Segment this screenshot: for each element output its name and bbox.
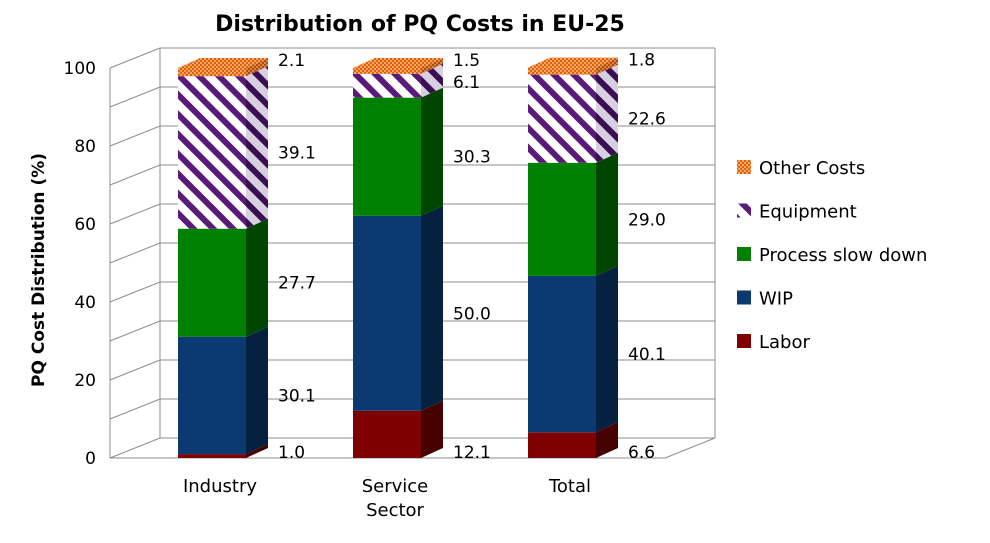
data-label: 22.6 xyxy=(628,110,666,130)
y-tick-label: 0 xyxy=(85,449,96,469)
legend-swatch xyxy=(737,203,751,218)
bar-front xyxy=(528,432,596,458)
y-tick-label: 40 xyxy=(74,293,96,313)
bar-front xyxy=(178,228,246,337)
bar-front xyxy=(353,73,421,98)
data-label: 30.1 xyxy=(278,386,316,406)
bar-segment-equipment xyxy=(178,66,268,229)
bar-front xyxy=(353,215,421,411)
bar-segment-other-costs xyxy=(528,57,618,75)
legend-swatch xyxy=(737,290,751,305)
y-tick-label: 20 xyxy=(74,371,96,391)
floor-edge xyxy=(110,437,716,459)
legend-swatch xyxy=(737,160,751,174)
bar-top-cap xyxy=(528,57,618,68)
bar-segment-process-slow-down xyxy=(528,152,618,276)
bar-side xyxy=(421,87,443,216)
x-axis-categories: Industry Service Sector Total xyxy=(183,476,591,521)
data-label: 1.0 xyxy=(278,443,305,463)
bar-segment-labor xyxy=(528,422,618,458)
bar-side xyxy=(246,66,268,229)
bar-segment-other-costs xyxy=(353,58,443,74)
data-labels: 1.0 30.1 27.7 39.1 2.1 12.1 50.0 30.3 6.11.5 6.6 4… xyxy=(278,51,666,463)
bar-side xyxy=(246,58,268,77)
bar-top-cap xyxy=(178,58,268,68)
legend-swatch xyxy=(737,247,751,261)
bar-side xyxy=(246,326,268,455)
data-label: 30.3 xyxy=(453,148,491,168)
bar-side xyxy=(596,57,618,75)
y-tick-label: 80 xyxy=(74,137,96,157)
y-tick-label: 100 xyxy=(64,59,96,79)
legend-swatch xyxy=(737,334,751,348)
bar-segment-other-costs xyxy=(178,58,268,77)
data-label: 29.0 xyxy=(628,210,666,230)
data-label: 40.1 xyxy=(628,345,666,365)
bar-front xyxy=(353,410,421,458)
data-label: 6.6 xyxy=(628,443,655,463)
bar-front xyxy=(178,76,246,229)
chart-title: Distribution of PQ Costs in EU-25 xyxy=(215,12,625,37)
x-category-label: Industry xyxy=(183,476,257,497)
bar-side xyxy=(596,64,618,163)
bar-front xyxy=(178,336,246,455)
bar-side xyxy=(596,265,618,433)
data-label: 50.0 xyxy=(453,304,491,324)
legend: Other Costs Equipment Process slow down WIP… xyxy=(737,158,927,353)
bar-segment-process-slow-down xyxy=(353,87,443,216)
legend-label: Equipment xyxy=(759,202,857,223)
bar-side xyxy=(421,400,443,458)
legend-item-labor: Labor xyxy=(737,332,810,353)
y-axis-ticks: 0 20 40 60 80 100 xyxy=(64,59,96,469)
bars xyxy=(178,57,618,458)
bar-side xyxy=(596,152,618,276)
legend-label: Other Costs xyxy=(759,158,865,179)
bar-side xyxy=(421,58,443,74)
bar-side xyxy=(421,63,443,98)
legend-label: Process slow down xyxy=(759,245,927,266)
legend-item-process-slow-down: Process slow down xyxy=(737,245,927,266)
bar-front xyxy=(353,68,421,74)
bar-top-cap xyxy=(353,58,443,68)
x-category-label: Service Sector xyxy=(362,476,429,521)
bar-side xyxy=(246,444,268,458)
bar-segment-wip xyxy=(353,205,443,411)
data-label: 6.1 xyxy=(453,73,480,93)
y-tick-label: 60 xyxy=(74,215,96,235)
bar-segment-wip xyxy=(528,265,618,433)
bar-segment-equipment xyxy=(353,63,443,98)
bar-front xyxy=(528,162,596,276)
legend-item-equipment: Equipment xyxy=(737,202,857,223)
data-label: 2.1 xyxy=(278,51,305,71)
data-label: 1.5 xyxy=(453,51,480,71)
data-label: 12.1 xyxy=(453,443,491,463)
data-label: 27.7 xyxy=(278,274,316,294)
x-category-label: Total xyxy=(548,476,591,497)
bar-side xyxy=(421,205,443,411)
bar-front xyxy=(528,74,596,163)
bar-segment-process-slow-down xyxy=(178,218,268,337)
legend-item-other-costs: Other Costs xyxy=(737,158,865,179)
bar-front xyxy=(528,275,596,433)
bar-segment-wip xyxy=(178,326,268,455)
bar-front xyxy=(178,68,246,77)
y-axis-label: PQ Cost Distribution (%) xyxy=(29,153,49,387)
bar-front xyxy=(353,97,421,216)
legend-label: Labor xyxy=(759,332,810,353)
bar-side xyxy=(596,422,618,458)
bar-segment-equipment xyxy=(528,64,618,163)
bar-front xyxy=(178,454,246,458)
bar-segment-labor xyxy=(178,444,268,458)
bar-segment-labor xyxy=(353,400,443,458)
legend-item-wip: WIP xyxy=(737,289,793,310)
data-label: 39.1 xyxy=(278,143,316,163)
legend-label: WIP xyxy=(759,289,793,310)
bar-side xyxy=(246,218,268,337)
data-label: 1.8 xyxy=(628,51,655,71)
gridlines xyxy=(109,47,716,459)
bar-front xyxy=(528,67,596,75)
